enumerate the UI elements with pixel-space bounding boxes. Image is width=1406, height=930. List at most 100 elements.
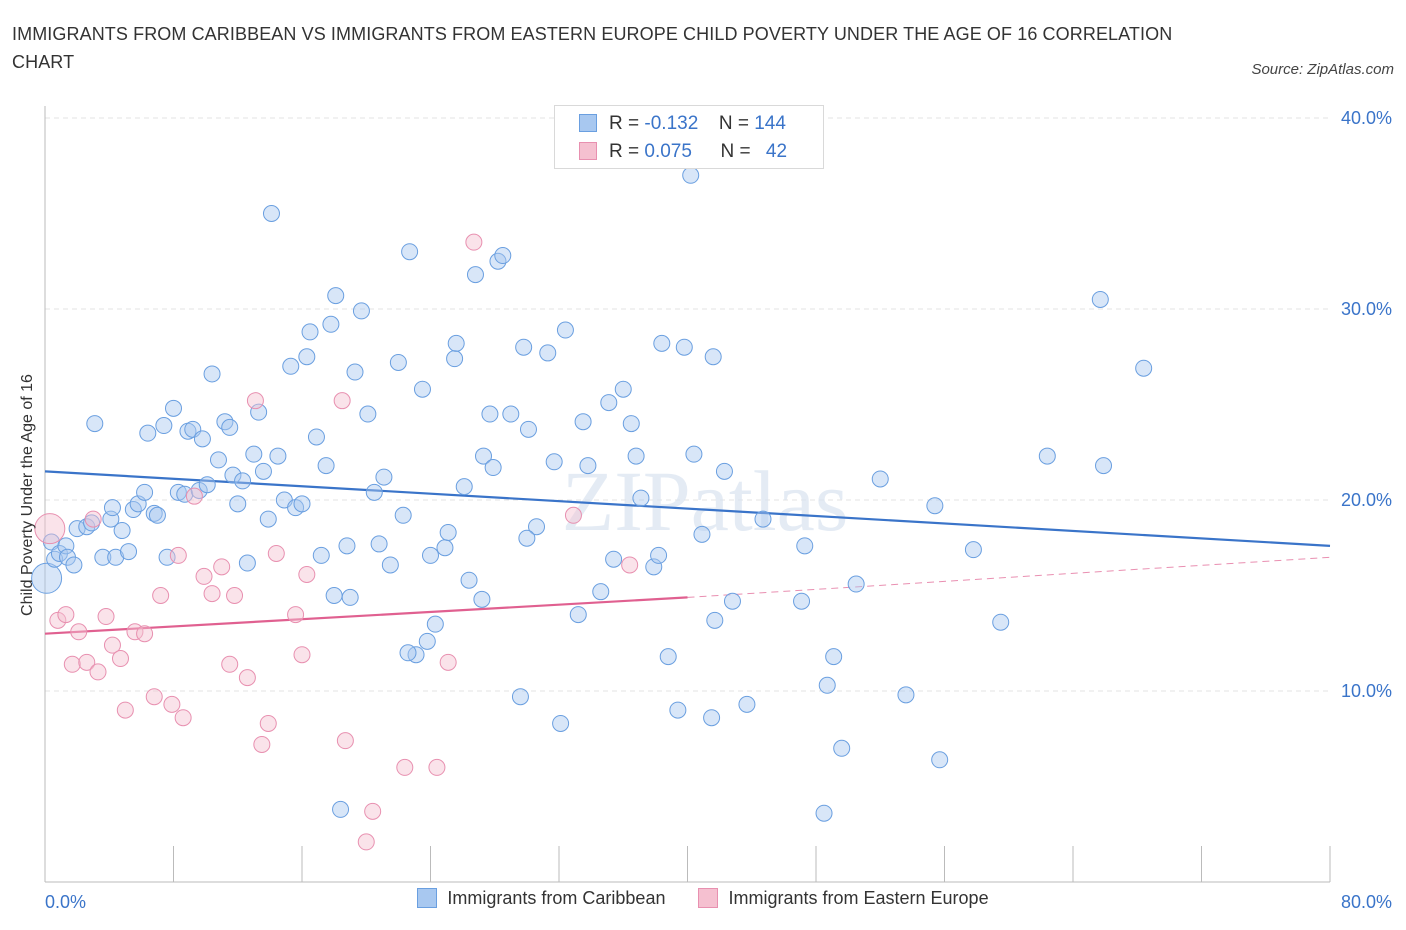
caribbean-point bbox=[389, 353, 407, 371]
eastern-europe-point bbox=[145, 688, 163, 706]
caribbean-point bbox=[592, 583, 610, 601]
caribbean-point bbox=[964, 541, 982, 559]
eastern-europe-point bbox=[203, 585, 221, 603]
grid-lines bbox=[45, 117, 1330, 692]
legend-row-eastern-europe: R = 0.075 N = 42 bbox=[579, 140, 787, 164]
eastern-europe-trend-line bbox=[44, 596, 688, 635]
caribbean-point bbox=[139, 424, 157, 442]
caribbean-point bbox=[682, 166, 700, 184]
caribbean-point bbox=[375, 468, 393, 486]
caribbean-point bbox=[556, 321, 574, 339]
watermark: ZIPatlas bbox=[562, 453, 849, 549]
caribbean-point bbox=[293, 495, 311, 513]
caribbean-point bbox=[250, 403, 268, 421]
caribbean-point bbox=[399, 644, 417, 662]
eastern-europe-point bbox=[174, 709, 192, 727]
eastern-europe-point bbox=[226, 587, 244, 604]
caribbean-point bbox=[931, 751, 949, 769]
caribbean-point bbox=[605, 550, 623, 568]
eastern-europe-point bbox=[364, 802, 382, 820]
caribbean-point bbox=[539, 344, 557, 362]
eastern-europe-point bbox=[293, 646, 311, 664]
caribbean-point bbox=[221, 418, 239, 436]
caribbean-point bbox=[600, 394, 618, 412]
eastern-europe-point bbox=[259, 714, 277, 732]
series-legend-caribbean[interactable]: Immigrants from Caribbean bbox=[417, 888, 665, 909]
series-label-caribbean: Immigrants from Caribbean bbox=[447, 888, 666, 908]
eastern-europe-point bbox=[396, 758, 414, 776]
caribbean-point bbox=[659, 648, 677, 666]
eastern-europe-point bbox=[78, 653, 96, 671]
caribbean-point bbox=[401, 243, 419, 261]
eastern-europe-point bbox=[357, 833, 375, 851]
caribbean-point bbox=[703, 709, 721, 727]
legend-r-value-eastern-europe: 0.075 bbox=[644, 141, 692, 162]
eastern-europe-point bbox=[84, 510, 102, 528]
series-swatch-caribbean bbox=[417, 888, 438, 908]
eastern-europe-point bbox=[336, 732, 354, 750]
caribbean-point bbox=[489, 252, 507, 270]
caribbean-point bbox=[113, 522, 131, 540]
caribbean-point bbox=[632, 489, 650, 507]
legend-r-label: R = bbox=[609, 141, 640, 162]
caribbean-point bbox=[124, 501, 142, 519]
chart-title: IMMIGRANTS FROM CARIBBEAN VS IMMIGRANTS … bbox=[12, 24, 1173, 72]
caribbean-point bbox=[1038, 447, 1056, 465]
caribbean-point bbox=[301, 323, 319, 341]
legend-swatch-eastern-europe bbox=[579, 142, 597, 160]
eastern-europe-point bbox=[621, 556, 639, 574]
caribbean-point bbox=[825, 648, 843, 666]
caribbean-point bbox=[307, 428, 325, 446]
caribbean-point bbox=[338, 537, 356, 555]
caribbean-point bbox=[426, 615, 444, 633]
caribbean-point bbox=[198, 476, 216, 494]
caribbean-point bbox=[165, 399, 182, 417]
eastern-europe-point bbox=[111, 650, 129, 668]
caribbean-point bbox=[317, 457, 335, 475]
eastern-europe-point bbox=[136, 625, 154, 643]
caribbean-point bbox=[545, 453, 563, 471]
legend-n-label: N = bbox=[720, 141, 751, 162]
trend-lines bbox=[44, 470, 1331, 635]
caribbean-point bbox=[627, 447, 645, 465]
y-tick-label: 20.0% bbox=[1341, 490, 1392, 510]
caribbean-point bbox=[327, 287, 345, 305]
series-swatch-eastern-europe bbox=[698, 888, 719, 908]
caribbean-point bbox=[793, 592, 811, 610]
caribbean-point bbox=[455, 478, 473, 496]
caribbean-point bbox=[815, 804, 833, 822]
caribbean-point bbox=[552, 714, 570, 732]
caribbean-point bbox=[511, 688, 529, 706]
caribbean-point bbox=[193, 430, 211, 448]
eastern-europe-point bbox=[116, 701, 134, 719]
caribbean-point bbox=[325, 587, 343, 604]
caribbean-point bbox=[466, 266, 484, 284]
caribbean-point bbox=[352, 302, 370, 320]
caribbean-point bbox=[704, 348, 722, 366]
y-tick-label: 10.0% bbox=[1341, 681, 1392, 701]
caribbean-point bbox=[365, 483, 383, 501]
caribbean-point bbox=[103, 499, 121, 517]
eastern-europe-point bbox=[213, 558, 231, 576]
correlation-legend: R = -0.132 N = 144 R = 0.075 N = 42 bbox=[554, 105, 824, 169]
series-legend-eastern-europe[interactable]: Immigrants from Eastern Europe bbox=[698, 888, 989, 909]
series-label-eastern-europe: Immigrants from Eastern Europe bbox=[728, 888, 989, 908]
caribbean-point bbox=[447, 334, 465, 352]
eastern-europe-point bbox=[103, 636, 121, 654]
caribbean-point bbox=[715, 462, 733, 480]
eastern-europe-point bbox=[169, 546, 187, 564]
caribbean-point bbox=[31, 562, 63, 594]
caribbean-point bbox=[282, 357, 300, 375]
caribbean-trend-line bbox=[44, 470, 1331, 547]
caribbean-point bbox=[224, 466, 242, 484]
caribbean-point bbox=[381, 556, 399, 574]
caribbean-point bbox=[614, 380, 632, 398]
eastern-europe-point bbox=[246, 392, 264, 410]
eastern-europe-point bbox=[253, 735, 271, 753]
caribbean-point bbox=[847, 575, 865, 593]
caribbean-point bbox=[259, 510, 277, 528]
caribbean-point bbox=[262, 205, 280, 222]
eastern-europe-point bbox=[465, 233, 483, 251]
legend-n-value-eastern-europe: 42 bbox=[765, 141, 788, 162]
